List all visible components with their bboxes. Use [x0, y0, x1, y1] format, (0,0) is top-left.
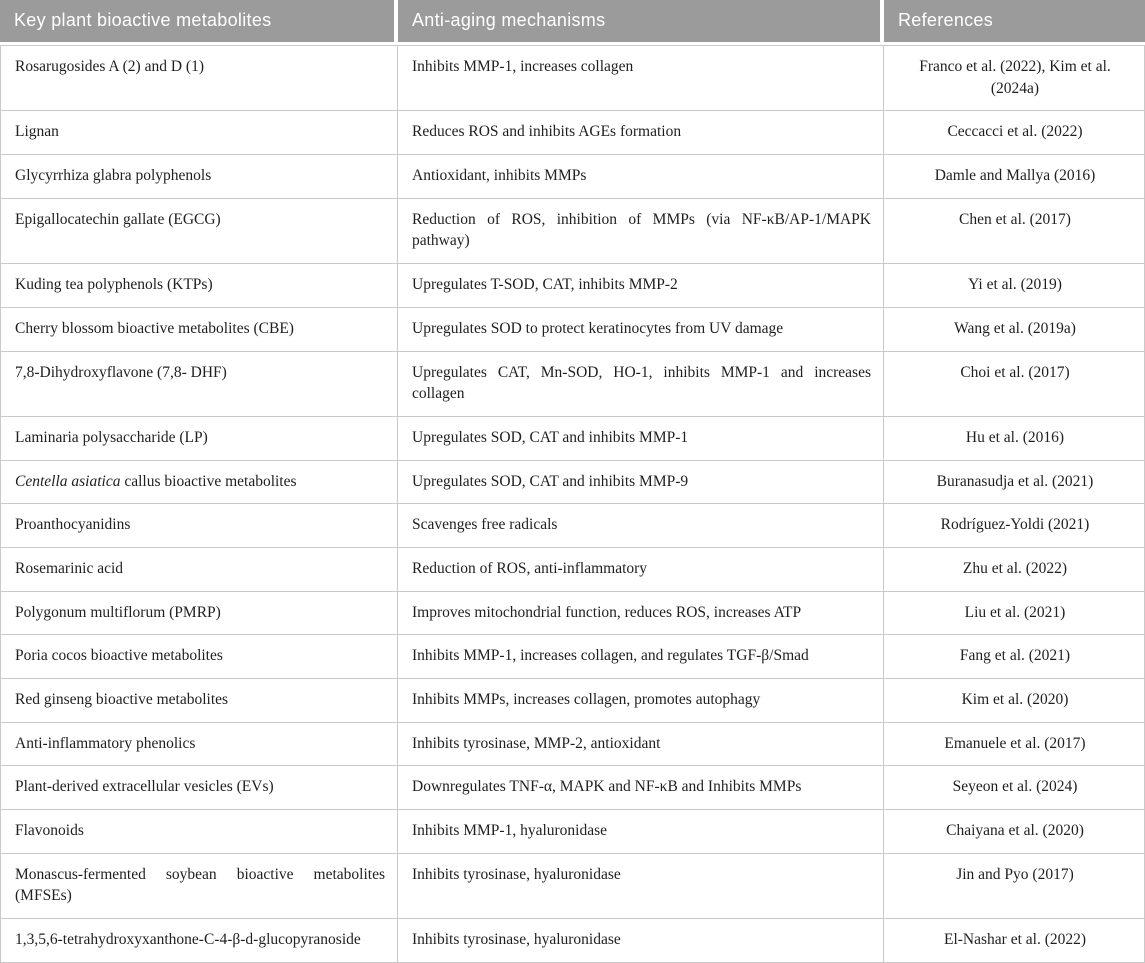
table-row: Poria cocos bioactive metabolites Inhibit… — [0, 635, 1145, 679]
metabolite-cell: 1,3,5,6-tetrahydroxyxanthone-C-4-β-d-glu… — [0, 919, 398, 963]
mechanism-cell: Inhibits MMP-1, hyaluronidase — [398, 810, 884, 854]
metabolite-cell: Kuding tea polyphenols (KTPs) — [0, 264, 398, 308]
mechanism-cell: Upregulates SOD to protect keratinocytes… — [398, 307, 884, 352]
mechanism-cell: Antioxidant, inhibits MMPs — [398, 155, 884, 199]
mechanism-cell: Downregulates TNF-α, MAPK and NF-κB and … — [398, 766, 884, 811]
reference-cell: Chaiyana et al. (2020) — [884, 810, 1145, 854]
metabolite-cell: Polygonum multiflorum (PMRP) — [0, 591, 398, 636]
mechanism-cell: Upregulates SOD, CAT and inhibits MMP-1 — [398, 416, 884, 461]
table-row: Glycyrrhiza glabra polyphenols Antioxidan… — [0, 155, 1145, 199]
metabolite-cell: Glycyrrhiza glabra polyphenols — [0, 155, 398, 199]
mechanism-cell: Inhibits MMP-1, increases collagen, and … — [398, 635, 884, 679]
mechanism-cell: Inhibits tyrosinase, MMP-2, antioxidant — [398, 722, 884, 767]
mechanism-cell: Upregulates CAT, Mn-SOD, HO-1, inhibits … — [398, 351, 884, 417]
metabolite-cell: Plant-derived extracellular vesicles (EV… — [0, 766, 398, 811]
reference-cell: Chen et al. (2017) — [884, 198, 1145, 265]
table-row: Monascus-fermented soybean bioactive met… — [0, 853, 1145, 920]
table-row: Laminaria polysaccharide (LP) Upregulates… — [0, 416, 1145, 461]
reference-cell: Seyeon et al. (2024) — [884, 766, 1145, 811]
reference-cell: Emanuele et al. (2017) — [884, 722, 1145, 767]
reference-cell: Ceccacci et al. (2022) — [884, 111, 1145, 156]
mechanism-cell: Reduction of ROS, anti-inflammatory — [398, 547, 884, 592]
table-row: Rosemarinic acid Reduction of ROS, anti-i… — [0, 547, 1145, 592]
metabolite-cell: Flavonoids — [0, 810, 398, 854]
reference-cell: Liu et al. (2021) — [884, 591, 1145, 636]
table-row: 1,3,5,6-tetrahydroxyxanthone-C-4-β-d-glu… — [0, 919, 1145, 963]
reference-cell: Rodríguez-Yoldi (2021) — [884, 504, 1145, 548]
reference-cell: Yi et al. (2019) — [884, 264, 1145, 308]
reference-cell: Kim et al. (2020) — [884, 679, 1145, 723]
mechanism-cell: Upregulates SOD, CAT and inhibits MMP-9 — [398, 460, 884, 505]
table-row: Polygonum multiflorum (PMRP) Improves mit… — [0, 591, 1145, 636]
reference-cell: Fang et al. (2021) — [884, 635, 1145, 679]
reference-cell: Jin and Pyo (2017) — [884, 853, 1145, 920]
metabolite-cell: Lignan — [0, 111, 398, 156]
table-row: Epigallocatechin gallate (EGCG) Reduction… — [0, 198, 1145, 265]
reference-cell: El-Nashar et al. (2022) — [884, 919, 1145, 963]
table-row: Red ginseng bioactive metabolites Inhibit… — [0, 679, 1145, 723]
mechanism-cell: Reduces ROS and inhibits AGEs formation — [398, 111, 884, 156]
metabolite-cell: Proanthocyanidins — [0, 504, 398, 548]
mechanism-cell: Inhibits MMP-1, increases collagen — [398, 45, 884, 112]
mechanism-cell: Upregulates T-SOD, CAT, inhibits MMP-2 — [398, 264, 884, 308]
column-header-references: References — [884, 0, 1145, 45]
reference-cell: Damle and Mallya (2016) — [884, 155, 1145, 199]
mechanism-cell: Inhibits tyrosinase, hyaluronidase — [398, 853, 884, 920]
metabolite-cell: Epigallocatechin gallate (EGCG) — [0, 198, 398, 265]
metabolite-cell: Monascus-fermented soybean bioactive met… — [0, 853, 398, 920]
reference-cell: Hu et al. (2016) — [884, 416, 1145, 461]
reference-cell: Wang et al. (2019a) — [884, 307, 1145, 352]
metabolite-cell: Poria cocos bioactive metabolites — [0, 635, 398, 679]
metabolite-cell: Centella asiatica callus bioactive metab… — [0, 460, 398, 505]
metabolite-cell: Laminaria polysaccharide (LP) — [0, 416, 398, 461]
reference-cell: Franco et al. (2022), Kim et al. (2024a) — [884, 45, 1145, 112]
metabolite-cell: Red ginseng bioactive metabolites — [0, 679, 398, 723]
table-row: 7,8-Dihydroxyflavone (7,8- DHF) Upregulat… — [0, 351, 1145, 417]
mechanism-cell: Inhibits MMPs, increases collagen, promo… — [398, 679, 884, 723]
species-name-italic: Centella asiatica — [15, 472, 121, 490]
table-row: Rosarugosides A (2) and D (1) Inhibits MM… — [0, 45, 1145, 112]
table-row: Lignan Reduces ROS and inhibits AGEs form… — [0, 111, 1145, 156]
table-body: Rosarugosides A (2) and D (1) Inhibits MM… — [0, 45, 1145, 963]
table-row: Cherry blossom bioactive metabolites (CB… — [0, 307, 1145, 352]
column-header-mechanisms: Anti-aging mechanisms — [398, 0, 884, 45]
table-row: Kuding tea polyphenols (KTPs) Upregulates… — [0, 264, 1145, 308]
table-header-row: Key plant bioactive metabolites Anti-agi… — [0, 0, 1145, 45]
reference-cell: Choi et al. (2017) — [884, 351, 1145, 417]
table-row: Proanthocyanidins Scavenges free radicals… — [0, 504, 1145, 548]
metabolite-cell: Cherry blossom bioactive metabolites (CB… — [0, 307, 398, 352]
metabolite-cell: Rosemarinic acid — [0, 547, 398, 592]
mechanism-cell: Improves mitochondrial function, reduces… — [398, 591, 884, 636]
metabolite-cell: Rosarugosides A (2) and D (1) — [0, 45, 398, 112]
table-row: Centella asiatica callus bioactive metab… — [0, 460, 1145, 505]
metabolite-cell: Anti-inflammatory phenolics — [0, 722, 398, 767]
column-header-metabolites: Key plant bioactive metabolites — [0, 0, 398, 45]
reference-cell: Buranasudja et al. (2021) — [884, 460, 1145, 505]
metabolite-cell: 7,8-Dihydroxyflavone (7,8- DHF) — [0, 351, 398, 417]
mechanism-cell: Inhibits tyrosinase, hyaluronidase — [398, 919, 884, 963]
mechanism-cell: Scavenges free radicals — [398, 504, 884, 548]
mechanism-cell: Reduction of ROS, inhibition of MMPs (vi… — [398, 198, 884, 265]
table-row: Plant-derived extracellular vesicles (EV… — [0, 766, 1145, 811]
reference-cell: Zhu et al. (2022) — [884, 547, 1145, 592]
table-row: Flavonoids Inhibits MMP-1, hyaluronidase C… — [0, 810, 1145, 854]
table-row: Anti-inflammatory phenolics Inhibits tyro… — [0, 722, 1145, 767]
